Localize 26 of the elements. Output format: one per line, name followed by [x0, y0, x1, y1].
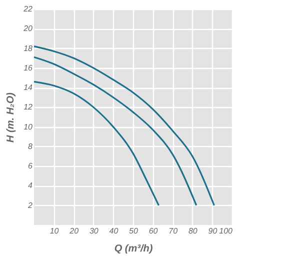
- x-tick-label: 70: [168, 226, 178, 236]
- y-tick-label: 20: [22, 24, 34, 34]
- y-tick-label: 4: [28, 181, 34, 190]
- x-tick-label: 80: [188, 226, 198, 236]
- x-tick-label: 20: [68, 226, 80, 236]
- x-tick-label: 50: [129, 226, 138, 236]
- x-axis-title: Q (m³/h): [114, 244, 154, 254]
- x-tick-label: 40: [109, 226, 119, 236]
- x-tick-label: 10: [50, 226, 60, 236]
- y-axis-title: H (m. H₂O): [6, 92, 17, 142]
- y-tick-label: 18: [24, 44, 34, 53]
- y-tick-label: 2: [27, 200, 34, 210]
- y-tick-label: 10: [24, 122, 34, 132]
- y-tick-label: 8: [28, 142, 34, 151]
- x-tick-label: 100: [219, 226, 234, 236]
- line-series: [33, 80, 160, 206]
- line-series: [33, 46, 215, 206]
- x-tick-label: 30: [89, 226, 99, 236]
- y-tick-label: 16: [24, 63, 34, 72]
- line-series: [33, 56, 198, 206]
- y-tick-label: 14: [24, 83, 34, 92]
- x-tick-label: 90: [208, 226, 218, 236]
- x-tick-label: 60: [148, 226, 158, 236]
- y-tick-label: 12: [24, 102, 34, 112]
- y-tick-label: 6: [28, 162, 34, 171]
- y-tick-label: 22: [22, 4, 34, 14]
